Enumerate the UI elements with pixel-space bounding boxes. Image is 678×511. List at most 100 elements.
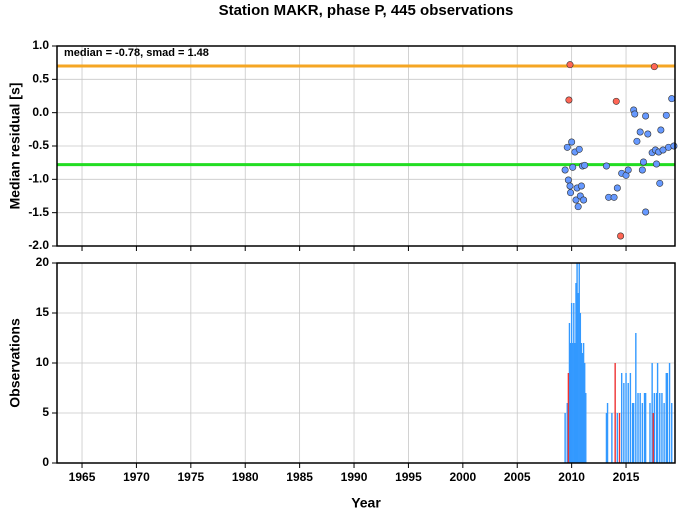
bar xyxy=(639,393,641,463)
x-tick-label: 1965 xyxy=(69,470,96,484)
bar xyxy=(572,343,574,463)
data-point xyxy=(642,208,650,216)
x-tick-label: 2000 xyxy=(449,470,476,484)
bar xyxy=(616,413,619,463)
data-point xyxy=(617,232,625,240)
bar xyxy=(635,333,637,463)
data-point xyxy=(636,128,644,136)
y-tick-label: -0.5 xyxy=(28,138,49,152)
bar xyxy=(620,373,623,463)
bar xyxy=(564,413,566,463)
bar xyxy=(665,373,667,463)
y-tick-label: 20 xyxy=(36,255,50,269)
bar xyxy=(570,303,573,463)
x-tick-label: 1980 xyxy=(232,470,259,484)
y-tick-label: -1.0 xyxy=(28,172,49,186)
bar xyxy=(661,393,663,463)
data-point xyxy=(662,111,670,119)
data-point xyxy=(574,203,582,211)
y-tick-label: 15 xyxy=(36,305,50,319)
x-tick-label: 1995 xyxy=(395,470,422,484)
bar xyxy=(651,363,653,463)
bar xyxy=(653,393,656,463)
bar xyxy=(671,403,673,463)
bar xyxy=(585,393,587,463)
bar xyxy=(618,413,621,463)
y-tick-label: -1.5 xyxy=(28,205,49,219)
data-point xyxy=(567,189,575,197)
x-axis-label: Year xyxy=(351,495,381,511)
bar xyxy=(632,403,635,463)
data-point xyxy=(656,179,664,187)
bar xyxy=(623,383,625,463)
y-tick-label: 0.0 xyxy=(32,105,49,119)
data-point xyxy=(568,138,576,146)
data-point xyxy=(610,193,618,201)
bar xyxy=(659,393,661,463)
bar xyxy=(666,373,669,463)
data-point xyxy=(642,112,650,120)
y-tick-label: -2.0 xyxy=(28,238,49,252)
bar xyxy=(627,383,629,463)
bar xyxy=(637,393,639,463)
bar xyxy=(644,393,647,463)
data-point xyxy=(566,61,574,69)
data-point xyxy=(650,63,658,71)
bar xyxy=(566,403,568,463)
data-point xyxy=(580,196,588,204)
data-point xyxy=(670,142,678,150)
chart-title: Station MAKR, phase P, 445 observations xyxy=(219,2,514,19)
y-tick-label: 5 xyxy=(42,405,49,419)
data-point xyxy=(572,196,580,204)
bar xyxy=(629,373,632,463)
bar xyxy=(568,323,571,463)
bar xyxy=(583,363,586,463)
annotation: median = -0.78, smad = 1.48 xyxy=(64,47,209,59)
data-point xyxy=(561,166,569,174)
y-tick-label: 1.0 xyxy=(32,38,49,52)
data-point xyxy=(657,126,665,134)
y-tick-label: 0 xyxy=(42,455,49,469)
bar xyxy=(649,403,651,463)
x-tick-label: 2005 xyxy=(504,470,531,484)
bar xyxy=(668,363,671,463)
bar xyxy=(581,353,584,463)
y-axis-label: Observations xyxy=(7,318,23,408)
bar xyxy=(569,343,572,463)
bar xyxy=(577,293,579,463)
bar xyxy=(643,393,646,463)
bar xyxy=(582,343,585,463)
data-point xyxy=(613,184,621,192)
bar xyxy=(641,403,644,463)
data-point xyxy=(577,182,585,190)
bar xyxy=(606,403,609,463)
plot-frame xyxy=(56,45,676,247)
y-tick-label: 0.5 xyxy=(32,72,49,86)
bar xyxy=(631,403,634,463)
x-tick-label: 1970 xyxy=(123,470,150,484)
bar xyxy=(625,373,627,463)
data-point xyxy=(575,145,583,153)
data-point xyxy=(565,96,573,104)
x-tick-label: 1985 xyxy=(286,470,313,484)
data-point xyxy=(624,166,632,174)
data-point xyxy=(581,161,589,169)
y-axis-label: Median residual [s] xyxy=(7,83,23,210)
data-point xyxy=(566,182,574,190)
bar xyxy=(576,263,578,463)
bar xyxy=(656,363,659,463)
data-point xyxy=(633,137,641,145)
bar xyxy=(573,303,575,463)
bar xyxy=(605,413,608,463)
bar xyxy=(580,343,583,463)
data-point xyxy=(564,176,572,184)
x-tick-label: 1975 xyxy=(177,470,204,484)
x-tick-label: 2015 xyxy=(613,470,640,484)
x-tick-label: 1990 xyxy=(341,470,368,484)
data-point xyxy=(569,163,577,171)
bar xyxy=(611,413,613,463)
bar xyxy=(574,343,576,463)
bar xyxy=(652,413,654,463)
x-tick-label: 2010 xyxy=(558,470,585,484)
data-point xyxy=(602,162,610,170)
